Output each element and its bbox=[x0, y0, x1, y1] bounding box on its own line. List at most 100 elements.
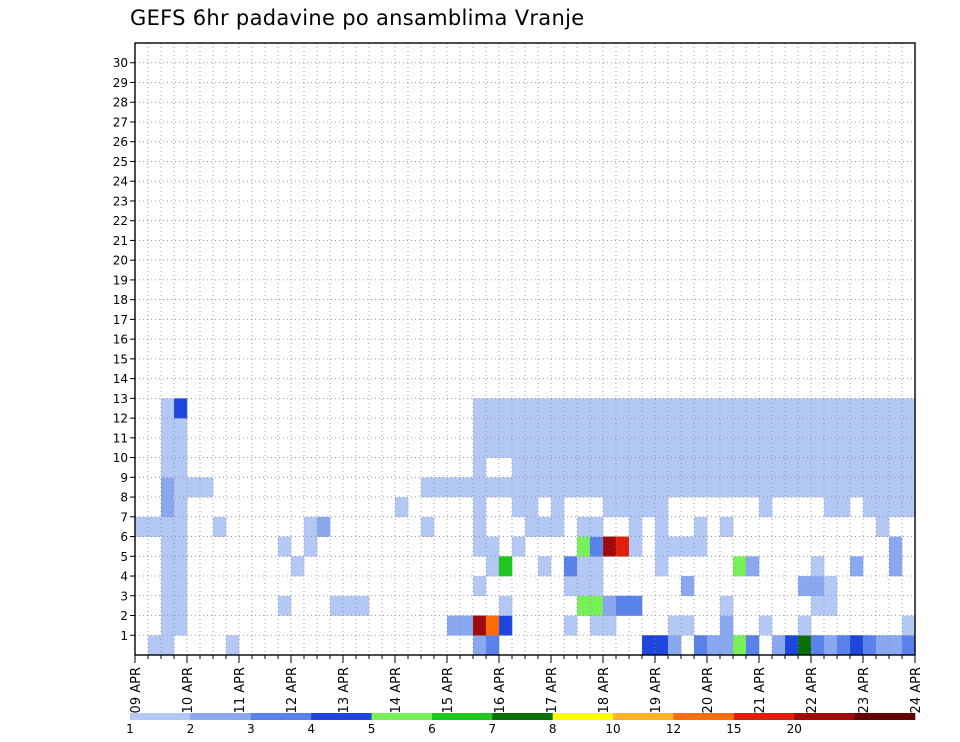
heatmap-cell bbox=[837, 635, 851, 656]
heatmap-cell bbox=[538, 556, 552, 577]
heatmap-cell bbox=[681, 418, 695, 439]
heatmap-cell bbox=[616, 497, 630, 518]
heatmap-cell bbox=[876, 497, 890, 518]
x-tick-label: 11 APR bbox=[233, 667, 248, 713]
heatmap-cell bbox=[512, 477, 526, 498]
heatmap-cell bbox=[720, 595, 734, 616]
heatmap-cell bbox=[629, 595, 643, 616]
colorbar-swatch bbox=[794, 713, 855, 720]
x-tick-label: 18 APR bbox=[597, 667, 612, 713]
heatmap-cell bbox=[655, 418, 669, 439]
heatmap-cell bbox=[395, 497, 409, 518]
heatmap-cell bbox=[603, 536, 617, 557]
heatmap-cell bbox=[512, 398, 526, 419]
heatmap-cell bbox=[824, 398, 838, 419]
y-tick-label: 17 bbox=[113, 313, 128, 327]
heatmap-cell bbox=[499, 615, 513, 636]
heatmap-cell bbox=[655, 398, 669, 419]
heatmap-cell bbox=[603, 457, 617, 478]
heatmap-cell bbox=[668, 437, 682, 458]
y-tick-label: 14 bbox=[113, 372, 128, 386]
heatmap-cell bbox=[694, 536, 708, 557]
heatmap-cell bbox=[590, 615, 604, 636]
heatmap-cell bbox=[824, 497, 838, 518]
heatmap-cell bbox=[317, 516, 331, 537]
heatmap-cell bbox=[668, 635, 682, 656]
heatmap-cell bbox=[486, 536, 500, 557]
heatmap-cell bbox=[642, 398, 656, 419]
heatmap-cell bbox=[889, 418, 903, 439]
heatmap-cell bbox=[499, 595, 513, 616]
heatmap-cell bbox=[733, 457, 747, 478]
y-tick-label: 1 bbox=[120, 629, 128, 643]
heatmap-cell bbox=[525, 398, 539, 419]
heatmap-cell bbox=[486, 635, 500, 656]
heatmap-cell bbox=[603, 398, 617, 419]
heatmap-cell bbox=[161, 635, 175, 656]
heatmap-cell bbox=[278, 536, 292, 557]
heatmap-cell bbox=[902, 457, 916, 478]
x-tick-label: 16 APR bbox=[493, 667, 508, 713]
x-tick-label: 10 APR bbox=[181, 667, 196, 713]
heatmap-cell bbox=[551, 437, 565, 458]
heatmap-cell bbox=[590, 556, 604, 577]
y-tick-label: 19 bbox=[113, 273, 128, 287]
heatmap-cell bbox=[811, 418, 825, 439]
heatmap-cell bbox=[330, 595, 344, 616]
y-tick-label: 27 bbox=[113, 115, 128, 129]
heatmap-cell bbox=[759, 418, 773, 439]
heatmap-cell bbox=[733, 477, 747, 498]
heatmap-cell bbox=[811, 457, 825, 478]
colorbar-label: 3 bbox=[247, 722, 255, 736]
heatmap-cell bbox=[785, 418, 799, 439]
heatmap-cell bbox=[499, 398, 513, 419]
heatmap-cell bbox=[551, 477, 565, 498]
heatmap-cell bbox=[733, 398, 747, 419]
heatmap-cell bbox=[473, 418, 487, 439]
heatmap-cell bbox=[655, 536, 669, 557]
y-tick-label: 24 bbox=[113, 175, 128, 189]
heatmap-cell bbox=[902, 437, 916, 458]
heatmap-cell bbox=[577, 556, 591, 577]
heatmap-cell bbox=[863, 497, 877, 518]
heatmap-cell bbox=[577, 477, 591, 498]
heatmap-cell bbox=[889, 437, 903, 458]
heatmap-cell bbox=[837, 437, 851, 458]
colorbar-swatch bbox=[613, 713, 674, 720]
heatmap-cell bbox=[798, 457, 812, 478]
heatmap-cell bbox=[174, 418, 188, 439]
x-tick-label: 24 APR bbox=[909, 667, 924, 713]
heatmap-cell bbox=[785, 437, 799, 458]
x-tick-label: 09 APR bbox=[129, 667, 144, 713]
y-tick-label: 8 bbox=[120, 491, 128, 505]
heatmap-cell bbox=[798, 635, 812, 656]
heatmap-cell bbox=[850, 418, 864, 439]
x-tick-label: 12 APR bbox=[285, 667, 300, 713]
heatmap-cell bbox=[551, 516, 565, 537]
heatmap-cell bbox=[434, 477, 448, 498]
y-tick-label: 6 bbox=[120, 530, 128, 544]
y-tick-label: 11 bbox=[113, 431, 128, 445]
heatmap-cell bbox=[629, 477, 643, 498]
heatmap-cell bbox=[161, 576, 175, 597]
heatmap-cell bbox=[655, 437, 669, 458]
heatmap-cell bbox=[512, 418, 526, 439]
y-tick-label: 13 bbox=[113, 392, 128, 406]
x-tick-label: 19 APR bbox=[649, 667, 664, 713]
heatmap-cell bbox=[811, 398, 825, 419]
y-tick-label: 3 bbox=[120, 589, 128, 603]
heatmap-cell bbox=[486, 418, 500, 439]
heatmap-cell bbox=[707, 635, 721, 656]
x-tick-label: 17 APR bbox=[545, 667, 560, 713]
heatmap-cell bbox=[876, 457, 890, 478]
heatmap-cell bbox=[161, 497, 175, 518]
heatmap-cell bbox=[720, 398, 734, 419]
heatmap-cell bbox=[863, 418, 877, 439]
heatmap-cell bbox=[876, 516, 890, 537]
heatmap-cell bbox=[486, 477, 500, 498]
heatmap-cell bbox=[447, 615, 461, 636]
heatmap-cell bbox=[707, 477, 721, 498]
heatmap-cell bbox=[538, 418, 552, 439]
heatmap-cell bbox=[746, 437, 760, 458]
heatmap-cell bbox=[590, 477, 604, 498]
